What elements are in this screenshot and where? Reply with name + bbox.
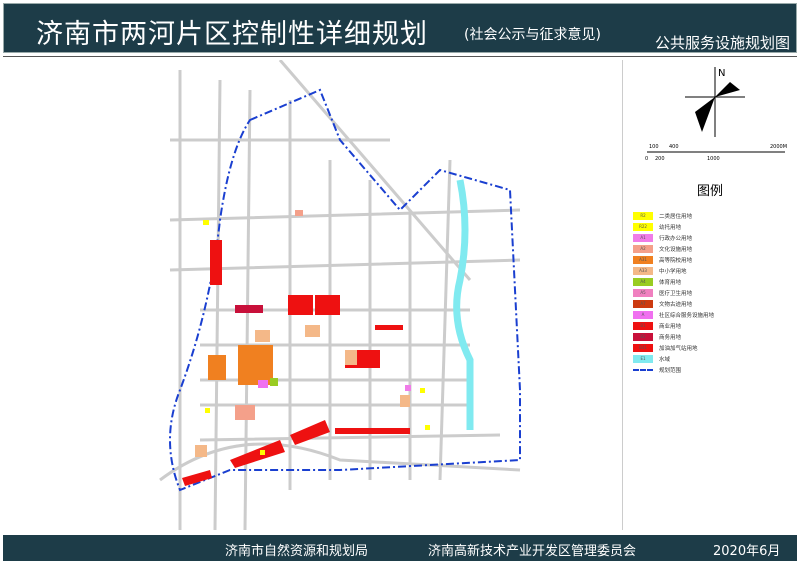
- compass-label: N: [718, 68, 725, 79]
- legend-item: B1 商业用地: [633, 320, 714, 331]
- title-bar: 济南市两河片区控制性详细规划 (社会公示与征求意见) 公共服务设施规划图: [3, 3, 797, 53]
- scale-tick: 100: [649, 144, 659, 150]
- legend-item: A33 中小学用地: [633, 265, 714, 276]
- footer-date: 2020年6月: [713, 544, 781, 559]
- river: [453, 179, 474, 430]
- legend-label: 医疗卫生用地: [659, 290, 693, 297]
- map-name: 公共服务设施规划图: [654, 34, 790, 52]
- legend-label: 幼托用地: [659, 224, 682, 231]
- footer-org-1: 济南市自然资源和规划局: [225, 544, 369, 559]
- legend-item: B41 加油加气站用地: [633, 342, 714, 353]
- scale-tick: 400: [669, 144, 679, 150]
- legend-item: A2 文化设施用地: [633, 243, 714, 254]
- legend-swatch: A1: [633, 233, 653, 242]
- legend-label: 二类居住用地: [659, 213, 693, 220]
- scale-tick: 0: [645, 156, 648, 162]
- legend-label: 高等院校用地: [659, 257, 693, 264]
- legend-item: A31 高等院校用地: [633, 254, 714, 265]
- legend-item: R2 二类居住用地: [633, 210, 714, 221]
- legend-item: A1 行政办公用地: [633, 232, 714, 243]
- legend-swatch: A33: [633, 266, 653, 275]
- scale-bar: 0 100 200 400 1000 2000M: [645, 144, 787, 162]
- legend-swatch: A7: [633, 299, 653, 308]
- planning-boundary: [169, 88, 521, 492]
- legend-label: 行政办公用地: [659, 235, 693, 242]
- legend-swatch: A5: [633, 288, 653, 297]
- legend-label: 中小学用地: [659, 268, 687, 275]
- page-title: 济南市两河片区控制性详细规划: [36, 19, 428, 50]
- legend-label: 商业用地: [659, 323, 682, 330]
- north-arrow-icon: N: [685, 67, 745, 137]
- legend-swatch: R22: [633, 222, 653, 231]
- legend-label: 水域: [659, 356, 671, 363]
- legend-item: E1 水域: [633, 353, 714, 364]
- legend-swatch: A4: [633, 277, 653, 286]
- legend-label: 加油加气站用地: [659, 345, 698, 352]
- planning-map: [159, 60, 521, 530]
- footer-bar: 济南市自然资源和规划局 济南高新技术产业开发区管理委员会 2020年6月: [3, 535, 797, 561]
- legend-swatch: B2: [633, 332, 653, 341]
- scale-tick: 200: [655, 156, 665, 162]
- legend-item: R22 幼托用地: [633, 221, 714, 232]
- legend-item: A7 文物古迹用地: [633, 298, 714, 309]
- legend: R2 二类居住用地 R22 幼托用地 A1 行政办公用地 A2 文化设施用地 A31 高等院校用地…: [633, 210, 714, 375]
- land-use-plots: [182, 210, 430, 486]
- footer-org-2: 济南高新技术产业开发区管理委员会: [428, 544, 637, 559]
- legend-swatch: R2: [633, 211, 653, 220]
- legend-item: B2 商务用地: [633, 331, 714, 342]
- scale-tick: 1000: [707, 156, 720, 162]
- map-frame: [3, 56, 797, 534]
- legend-swatch: E1: [633, 354, 653, 363]
- legend-swatch: [633, 368, 653, 371]
- legend-swatch: A: [633, 310, 653, 319]
- legend-item: A4 体育用地: [633, 276, 714, 287]
- scale-tick: 2000M: [770, 144, 787, 150]
- legend-divider: [622, 60, 623, 530]
- legend-title: 图例: [697, 184, 724, 199]
- legend-item: 规划范围: [633, 364, 714, 375]
- legend-label: 规划范围: [659, 367, 682, 374]
- legend-item: A5 医疗卫生用地: [633, 287, 714, 298]
- legend-swatch: B1: [633, 321, 653, 330]
- page-subtitle: (社会公示与征求意见): [464, 27, 601, 43]
- legend-swatch: A2: [633, 244, 653, 253]
- legend-label: 文化设施用地: [659, 246, 693, 253]
- legend-label: 社区综合服务设施用地: [659, 312, 715, 319]
- legend-label: 商务用地: [659, 334, 682, 341]
- legend-label: 体育用地: [659, 279, 682, 286]
- legend-swatch: A31: [633, 255, 653, 264]
- legend-label: 文物古迹用地: [659, 301, 693, 308]
- legend-item: A 社区综合服务设施用地: [633, 309, 714, 320]
- legend-swatch: B41: [633, 343, 653, 352]
